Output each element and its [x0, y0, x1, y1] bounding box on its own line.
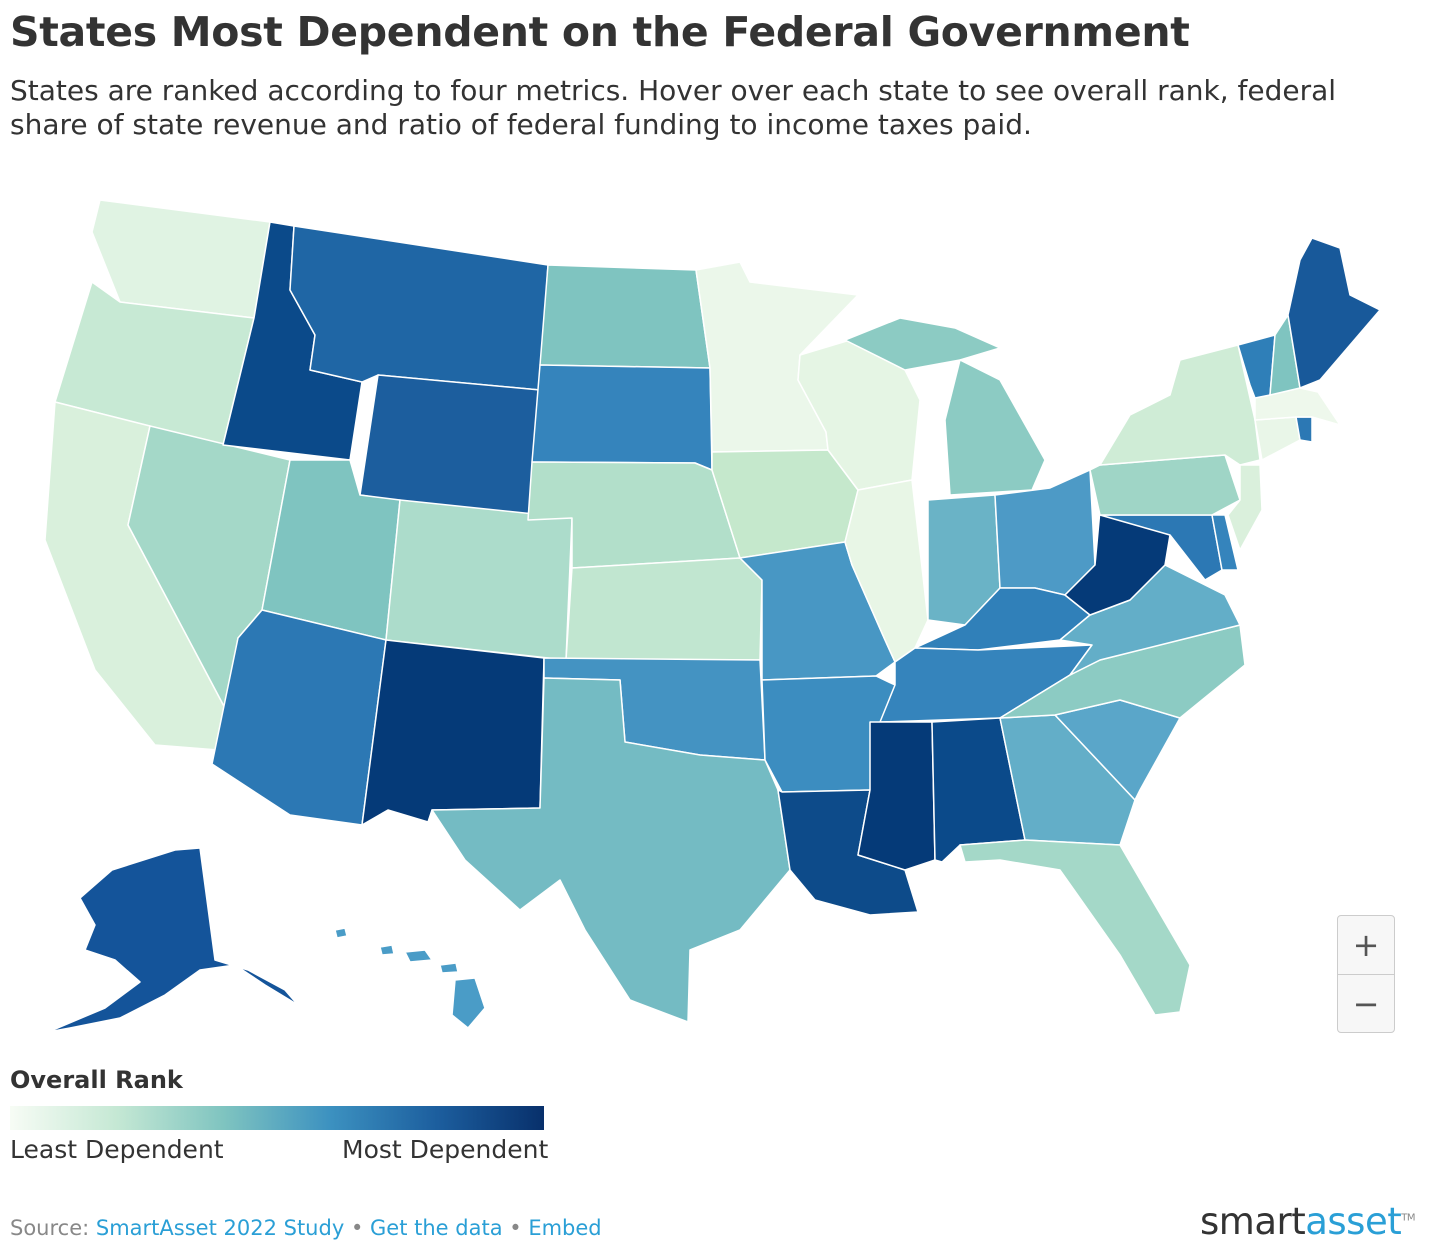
state-co[interactable]: [385, 499, 573, 661]
state-me[interactable]: [1287, 237, 1381, 389]
zoom-in-button[interactable]: +: [1352, 926, 1380, 964]
state-ks[interactable]: [565, 557, 763, 661]
us-choropleth-map[interactable]: [0, 170, 1436, 1050]
state-nm[interactable]: [361, 639, 545, 826]
legend-gradient-bar: [10, 1106, 544, 1130]
state-tx[interactable]: [431, 677, 791, 1023]
zoom-control: + −: [1337, 915, 1395, 1033]
map-subtitle: States are ranked according to four metr…: [10, 74, 1337, 141]
state-nd[interactable]: [539, 264, 711, 369]
source-line: Source: SmartAsset 2022 Study • Get the …: [10, 1216, 602, 1240]
state-hi[interactable]: [334, 927, 486, 1029]
map-title: States Most Dependent on the Federal Gov…: [10, 8, 1190, 56]
legend-high-label: Most Dependent: [342, 1135, 549, 1164]
state-de[interactable]: [1211, 514, 1239, 571]
state-wv[interactable]: [1064, 509, 1171, 616]
state-vt[interactable]: [1237, 334, 1276, 399]
embed-link[interactable]: Embed: [528, 1216, 602, 1240]
state-mt[interactable]: [289, 225, 549, 391]
source-separator: •: [509, 1216, 522, 1240]
zoom-out-button[interactable]: −: [1338, 974, 1394, 1032]
source-study-link[interactable]: SmartAsset 2022 Study: [95, 1216, 345, 1240]
legend-low-label: Least Dependent: [10, 1135, 224, 1164]
state-fl[interactable]: [959, 839, 1191, 1016]
state-ak[interactable]: [47, 847, 299, 1033]
state-nj[interactable]: [1227, 464, 1263, 551]
get-data-link[interactable]: Get the data: [370, 1216, 503, 1240]
state-mi-upper[interactable]: [844, 317, 1001, 371]
state-ms[interactable]: [857, 721, 936, 871]
source-prefix: Source:: [10, 1216, 90, 1240]
legend-title: Overall Rank: [10, 1066, 183, 1094]
state-ma[interactable]: [1254, 387, 1341, 426]
source-separator: •: [350, 1216, 364, 1240]
state-az[interactable]: [211, 609, 387, 826]
logo-smart: smart: [1200, 1200, 1306, 1243]
state-sd[interactable]: [531, 364, 713, 471]
logo-trademark: TM: [1401, 1212, 1415, 1224]
state-mi-lower[interactable]: [944, 359, 1046, 496]
logo-asset: asset: [1305, 1200, 1402, 1243]
state-ny[interactable]: [1099, 344, 1261, 466]
state-ct[interactable]: [1254, 416, 1301, 461]
smartasset-logo: smartassetTM: [1200, 1200, 1415, 1243]
